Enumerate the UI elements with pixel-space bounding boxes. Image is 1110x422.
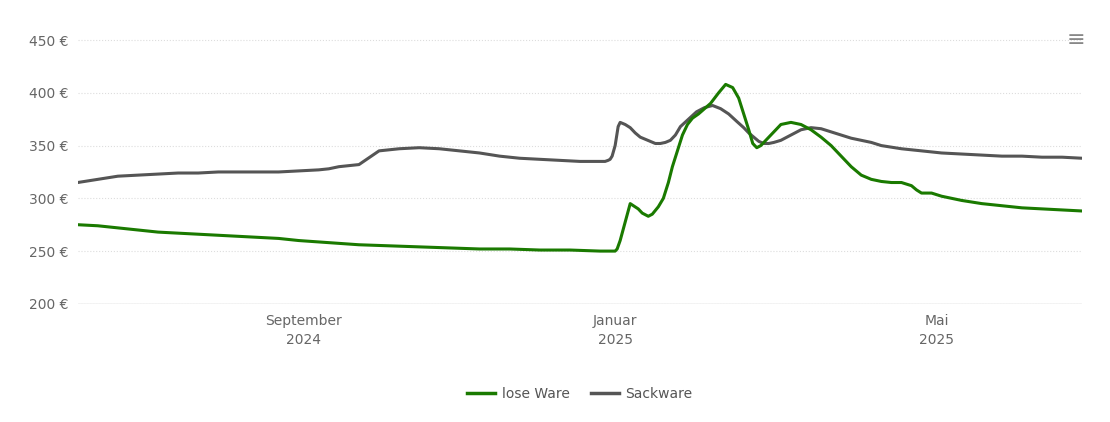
Legend: lose Ware, Sackware: lose Ware, Sackware <box>462 381 698 407</box>
Text: ≡: ≡ <box>1067 30 1086 49</box>
